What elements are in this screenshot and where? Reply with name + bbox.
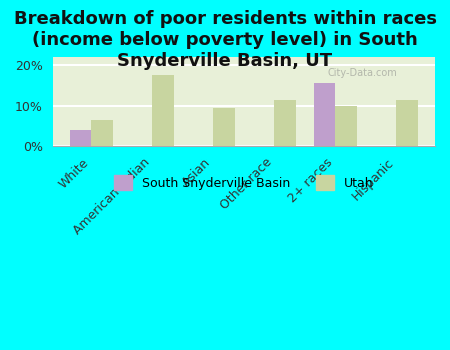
Bar: [314, 83, 335, 146]
Bar: [396, 99, 418, 146]
Bar: [274, 99, 296, 146]
Text: City-Data.com: City-Data.com: [328, 68, 398, 78]
Bar: [91, 120, 112, 146]
Legend: South Snyderville Basin, Utah: South Snyderville Basin, Utah: [108, 170, 379, 195]
Bar: [70, 130, 91, 146]
Bar: [213, 108, 234, 146]
Bar: [152, 75, 174, 146]
Bar: [335, 106, 357, 146]
Text: Breakdown of poor residents within races
(income below poverty level) in South
S: Breakdown of poor residents within races…: [14, 10, 436, 70]
